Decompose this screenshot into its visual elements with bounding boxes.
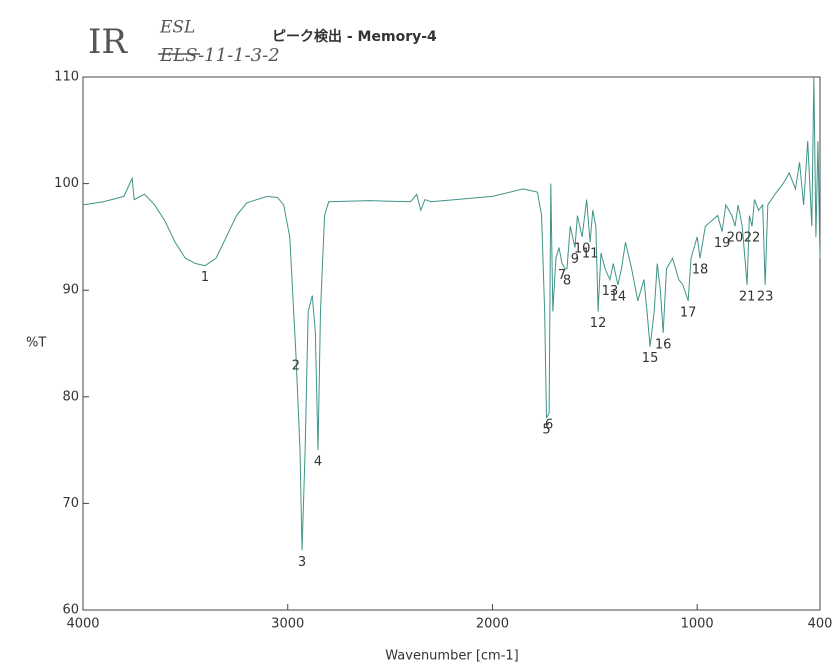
peak-label: 16 <box>655 337 672 352</box>
peak-label: 20 <box>727 231 744 246</box>
x-tick-label: 3000 <box>271 617 304 632</box>
y-axis-label: %T <box>26 336 46 351</box>
peak-label: 22 <box>744 231 761 246</box>
y-tick-label: 100 <box>54 176 79 191</box>
peak-label: 10 <box>574 241 591 256</box>
x-tick-label: 2000 <box>476 617 509 632</box>
peak-label: 7 <box>558 268 566 283</box>
peak-label: 15 <box>642 351 659 366</box>
peak-label: 8 <box>563 273 571 288</box>
handwritten-note: ESL <box>159 18 195 38</box>
peak-label: 4 <box>314 455 322 470</box>
peak-label: 13 <box>602 284 619 299</box>
handwritten-note: IR <box>88 22 128 62</box>
x-axis-label: Wavenumber [cm-1] <box>385 649 518 664</box>
peak-label: 1 <box>201 270 209 285</box>
x-tick-label: 4000 <box>66 617 99 632</box>
y-tick-label: 70 <box>62 496 79 511</box>
peak-label: 5 <box>542 423 550 438</box>
peak-label: 9 <box>571 252 579 267</box>
peak-label: 17 <box>680 305 697 320</box>
peak-label: 6 <box>545 417 553 432</box>
chart-title: ピーク検出 - Memory-4 <box>272 28 437 45</box>
y-tick-label: 60 <box>62 603 79 618</box>
peak-label: 12 <box>590 316 607 331</box>
peak-label: 19 <box>714 236 731 251</box>
y-tick-label: 90 <box>62 283 79 298</box>
peak-label: 21 <box>739 289 756 304</box>
y-tick-label: 110 <box>54 70 79 85</box>
x-tick-label: 400 <box>808 617 833 632</box>
peak-label: 3 <box>298 555 306 570</box>
plot-frame <box>82 76 821 611</box>
x-tick-label: 1000 <box>681 617 714 632</box>
handwritten-note: ELS-11-1-3-2 <box>159 45 280 66</box>
peak-label: 18 <box>692 263 709 278</box>
peak-label: 23 <box>757 289 774 304</box>
peak-label: 14 <box>610 289 627 304</box>
peak-label: 11 <box>582 247 599 262</box>
spectrum-line <box>82 76 821 551</box>
y-tick-label: 80 <box>62 389 79 404</box>
peak-label: 2 <box>292 359 300 374</box>
